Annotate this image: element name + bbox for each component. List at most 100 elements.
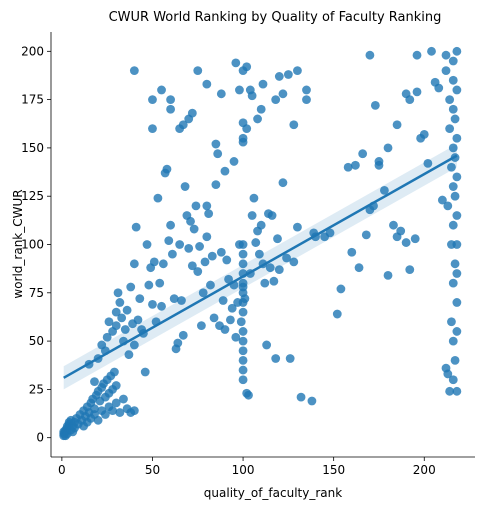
data-point — [177, 296, 186, 305]
data-point — [148, 95, 157, 105]
data-point — [238, 346, 248, 356]
data-point — [157, 85, 166, 95]
data-point — [155, 278, 165, 288]
data-point — [184, 243, 194, 253]
data-point — [122, 305, 132, 315]
data-point — [380, 186, 389, 195]
y-tick-label: 175 — [21, 93, 44, 107]
data-point — [186, 216, 195, 226]
data-point — [302, 85, 311, 95]
y-tick-label: 125 — [21, 189, 44, 203]
data-point — [124, 350, 134, 360]
data-point — [448, 143, 458, 153]
data-point — [452, 133, 462, 143]
data-point — [289, 120, 299, 130]
y-axis-label: world_rank_CWUR — [11, 189, 25, 298]
data-point — [452, 386, 462, 396]
data-point — [423, 158, 433, 168]
y-tick-label: 200 — [21, 44, 44, 58]
data-point — [187, 261, 197, 271]
chart-title: CWUR World Ranking by Quality of Faculty… — [109, 10, 442, 25]
data-point — [129, 66, 139, 76]
data-point — [293, 222, 302, 232]
data-point — [90, 377, 99, 387]
data-point — [173, 338, 183, 348]
data-point — [220, 325, 230, 334]
data-point — [410, 234, 420, 244]
data-point — [189, 224, 199, 234]
data-point — [448, 104, 458, 114]
data-point — [256, 220, 266, 230]
data-point — [216, 247, 226, 257]
data-point — [168, 249, 177, 259]
data-point — [389, 220, 398, 230]
regression-line — [63, 154, 458, 379]
data-point — [200, 257, 210, 267]
data-point — [191, 201, 201, 211]
data-point — [224, 274, 233, 284]
data-point — [365, 50, 375, 60]
data-point — [111, 398, 121, 408]
x-tick-label: 150 — [322, 463, 345, 477]
data-point — [448, 75, 458, 85]
data-point — [285, 354, 295, 363]
data-point — [278, 89, 288, 99]
data-point — [216, 89, 226, 99]
data-point — [405, 95, 415, 105]
data-point — [450, 259, 460, 269]
y-tick-label: 50 — [29, 334, 44, 348]
data-point — [251, 238, 261, 247]
data-point — [110, 367, 119, 377]
data-point — [236, 317, 246, 327]
data-point — [450, 114, 460, 124]
data-point — [238, 278, 248, 288]
data-point — [412, 87, 422, 97]
data-point — [274, 72, 284, 81]
data-point — [238, 327, 248, 336]
data-point — [271, 95, 281, 105]
data-point — [450, 191, 460, 201]
data-point — [383, 143, 393, 153]
data-point — [296, 392, 306, 402]
data-point — [187, 108, 197, 118]
y-tick-label: 150 — [21, 141, 44, 155]
data-point — [452, 298, 462, 307]
data-point — [193, 267, 203, 276]
data-point — [211, 180, 221, 190]
data-point — [343, 162, 353, 172]
data-point — [227, 303, 237, 313]
data-point — [392, 120, 402, 130]
data-point — [117, 313, 127, 323]
data-point — [262, 340, 272, 350]
data-point — [256, 104, 266, 114]
data-point — [240, 294, 250, 303]
y-tick-label: 0 — [36, 431, 44, 445]
data-point — [238, 356, 248, 365]
data-point — [448, 375, 458, 385]
data-point — [111, 321, 121, 331]
data-point — [202, 232, 212, 242]
data-point — [231, 58, 241, 68]
data-point — [347, 247, 357, 257]
data-point — [148, 124, 157, 133]
data-point — [196, 321, 206, 331]
data-point — [427, 46, 436, 56]
data-point — [271, 354, 281, 363]
data-point — [238, 375, 248, 385]
data-point — [289, 257, 299, 267]
data-point — [209, 313, 219, 323]
data-point — [419, 129, 429, 139]
data-point — [443, 201, 453, 211]
data-point — [447, 317, 456, 327]
data-point — [434, 83, 444, 93]
data-point — [307, 396, 317, 406]
data-point — [238, 240, 248, 249]
data-point — [148, 299, 157, 309]
data-point — [238, 336, 248, 346]
data-point — [115, 408, 125, 417]
data-point — [119, 394, 128, 404]
data-point — [231, 332, 241, 342]
data-point — [278, 178, 288, 188]
data-point — [401, 238, 411, 247]
data-point — [142, 240, 152, 249]
